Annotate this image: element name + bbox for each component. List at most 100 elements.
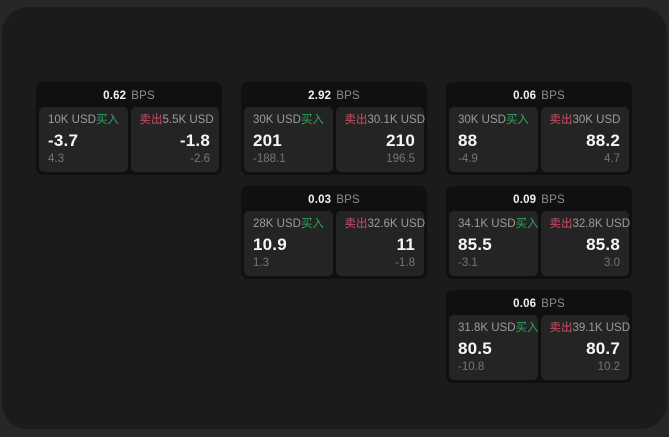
buy-price: 80.5: [458, 338, 492, 358]
sell-side-label: 卖出: [344, 218, 368, 230]
buy-amount: 10K USD: [48, 114, 96, 126]
bps-unit-label: BPS: [541, 90, 565, 102]
buy-amount: 28K USD: [253, 218, 301, 230]
sell-pane-header: 卖出 32.8K USD: [549, 218, 631, 231]
buy-pane-header: 28K USD 买入: [253, 218, 324, 231]
buy-sub-value: 4.3: [48, 153, 64, 165]
buy-pane[interactable]: 31.8K USD 买入 80.5 -10.8: [449, 315, 539, 380]
card-body: 30K USD 买入 88 -4.9 卖出 30K USD 88.2 4.7: [449, 107, 629, 172]
bps-value: 0.03: [308, 194, 332, 206]
quote-card: 2.92 BPS 30K USD 买入 201 -188.1 卖出 30.1K …: [241, 82, 427, 175]
sell-pane-header: 卖出 5.5K USD: [139, 114, 214, 127]
card-body: 10K USD 买入 -3.7 4.3 卖出 5.5K USD -1.8 -2.…: [39, 107, 219, 172]
sell-amount: 32.6K USD: [367, 218, 426, 230]
sell-side-label: 卖出: [139, 114, 163, 126]
buy-pane-header: 30K USD 买入: [253, 114, 324, 127]
sell-pane[interactable]: 卖出 32.8K USD 85.8 3.0: [540, 211, 631, 276]
buy-side-label: 买入: [300, 218, 324, 230]
sell-pane-header: 卖出 32.6K USD: [344, 218, 426, 231]
sell-sub-value: 3.0: [604, 257, 620, 269]
sell-price: 88.2: [586, 130, 620, 150]
app-window: 0.62 BPS 10K USD 买入 -3.7 4.3 卖出 5.5K USD: [2, 7, 667, 429]
bps-value: 0.62: [103, 90, 127, 102]
card-body: 30K USD 买入 201 -188.1 卖出 30.1K USD 210 1…: [244, 107, 426, 172]
buy-pane[interactable]: 28K USD 买入 10.9 1.3: [244, 211, 333, 276]
card-body: 34.1K USD 买入 85.5 -3.1 卖出 32.8K USD 85.8…: [449, 211, 631, 276]
bps-unit-label: BPS: [131, 90, 155, 102]
bps-value: 0.09: [513, 194, 537, 206]
quote-card: 0.09 BPS 34.1K USD 买入 85.5 -3.1 卖出 32.8K…: [446, 186, 632, 279]
buy-side-label: 买入: [505, 114, 529, 126]
sell-pane[interactable]: 卖出 32.6K USD 11 -1.8: [335, 211, 426, 276]
sell-amount: 30K USD: [572, 114, 621, 126]
card-header: 0.06 BPS: [449, 293, 629, 315]
sell-pane[interactable]: 卖出 5.5K USD -1.8 -2.6: [130, 107, 219, 172]
sell-side-label: 卖出: [344, 114, 368, 126]
buy-amount: 30K USD: [458, 114, 506, 126]
sell-sub-value: 196.5: [386, 153, 415, 165]
sell-sub-value: 10.2: [597, 361, 620, 373]
buy-sub-value: -10.8: [458, 361, 485, 373]
sell-side-label: 卖出: [549, 322, 573, 334]
bps-unit-label: BPS: [541, 194, 565, 206]
sell-amount: 30.1K USD: [367, 114, 426, 126]
quote-card-grid: 0.62 BPS 10K USD 买入 -3.7 4.3 卖出 5.5K USD: [36, 82, 632, 383]
buy-price: 10.9: [253, 234, 287, 254]
bps-value: 0.06: [513, 298, 537, 310]
bps-unit-label: BPS: [541, 298, 565, 310]
buy-side-label: 买入: [515, 322, 539, 334]
sell-pane[interactable]: 卖出 30K USD 88.2 4.7: [540, 107, 629, 172]
card-header: 2.92 BPS: [244, 85, 424, 107]
buy-sub-value: -188.1: [253, 153, 286, 165]
buy-pane[interactable]: 34.1K USD 买入 85.5 -3.1: [449, 211, 539, 276]
buy-price: 85.5: [458, 234, 492, 254]
quote-card: 0.06 BPS 30K USD 买入 88 -4.9 卖出 30K USD: [446, 82, 632, 175]
buy-pane-header: 34.1K USD 买入: [458, 218, 539, 231]
sell-amount: 5.5K USD: [162, 114, 214, 126]
sell-pane[interactable]: 卖出 30.1K USD 210 196.5: [335, 107, 426, 172]
sell-side-label: 卖出: [549, 114, 573, 126]
sell-pane-header: 卖出 39.1K USD: [549, 322, 631, 335]
sell-pane[interactable]: 卖出 39.1K USD 80.7 10.2: [540, 315, 631, 380]
buy-side-label: 买入: [515, 218, 539, 230]
buy-pane[interactable]: 30K USD 买入 201 -188.1: [244, 107, 333, 172]
bps-value: 0.06: [513, 90, 537, 102]
card-header: 0.06 BPS: [449, 85, 629, 107]
sell-amount: 32.8K USD: [572, 218, 631, 230]
quote-card: 0.03 BPS 28K USD 买入 10.9 1.3 卖出 32.6K US…: [241, 186, 427, 279]
buy-pane[interactable]: 10K USD 买入 -3.7 4.3: [39, 107, 128, 172]
card-body: 28K USD 买入 10.9 1.3 卖出 32.6K USD 11 -1.8: [244, 211, 426, 276]
quote-card: 0.62 BPS 10K USD 买入 -3.7 4.3 卖出 5.5K USD: [36, 82, 222, 175]
buy-pane-header: 10K USD 买入: [48, 114, 119, 127]
sell-price: 210: [386, 130, 415, 150]
buy-sub-value: -3.1: [458, 257, 478, 269]
buy-pane-header: 31.8K USD 买入: [458, 322, 539, 335]
sell-pane-header: 卖出 30K USD: [550, 114, 621, 127]
sell-side-label: 卖出: [549, 218, 573, 230]
sell-amount: 39.1K USD: [572, 322, 631, 334]
buy-price: 88: [458, 130, 478, 150]
sell-price: 11: [396, 234, 415, 254]
buy-pane[interactable]: 30K USD 买入 88 -4.9: [449, 107, 538, 172]
buy-price: -3.7: [48, 130, 79, 150]
sell-price: 85.8: [586, 234, 620, 254]
quote-card: 0.06 BPS 31.8K USD 买入 80.5 -10.8 卖出 39.1…: [446, 290, 632, 383]
buy-side-label: 买入: [95, 114, 119, 126]
card-header: 0.09 BPS: [449, 189, 629, 211]
bps-value: 2.92: [308, 90, 332, 102]
bps-unit-label: BPS: [336, 90, 360, 102]
buy-sub-value: 1.3: [253, 257, 269, 269]
sell-sub-value: -2.6: [190, 153, 210, 165]
buy-sub-value: -4.9: [458, 153, 478, 165]
card-body: 31.8K USD 买入 80.5 -10.8 卖出 39.1K USD 80.…: [449, 315, 631, 380]
sell-sub-value: -1.8: [395, 257, 415, 269]
card-header: 0.62 BPS: [39, 85, 219, 107]
buy-price: 201: [253, 130, 282, 150]
buy-pane-header: 30K USD 买入: [458, 114, 529, 127]
bps-unit-label: BPS: [336, 194, 360, 206]
buy-amount: 34.1K USD: [458, 218, 516, 230]
buy-amount: 31.8K USD: [458, 322, 516, 334]
card-header: 0.03 BPS: [244, 189, 424, 211]
buy-side-label: 买入: [300, 114, 324, 126]
sell-price: 80.7: [586, 338, 620, 358]
